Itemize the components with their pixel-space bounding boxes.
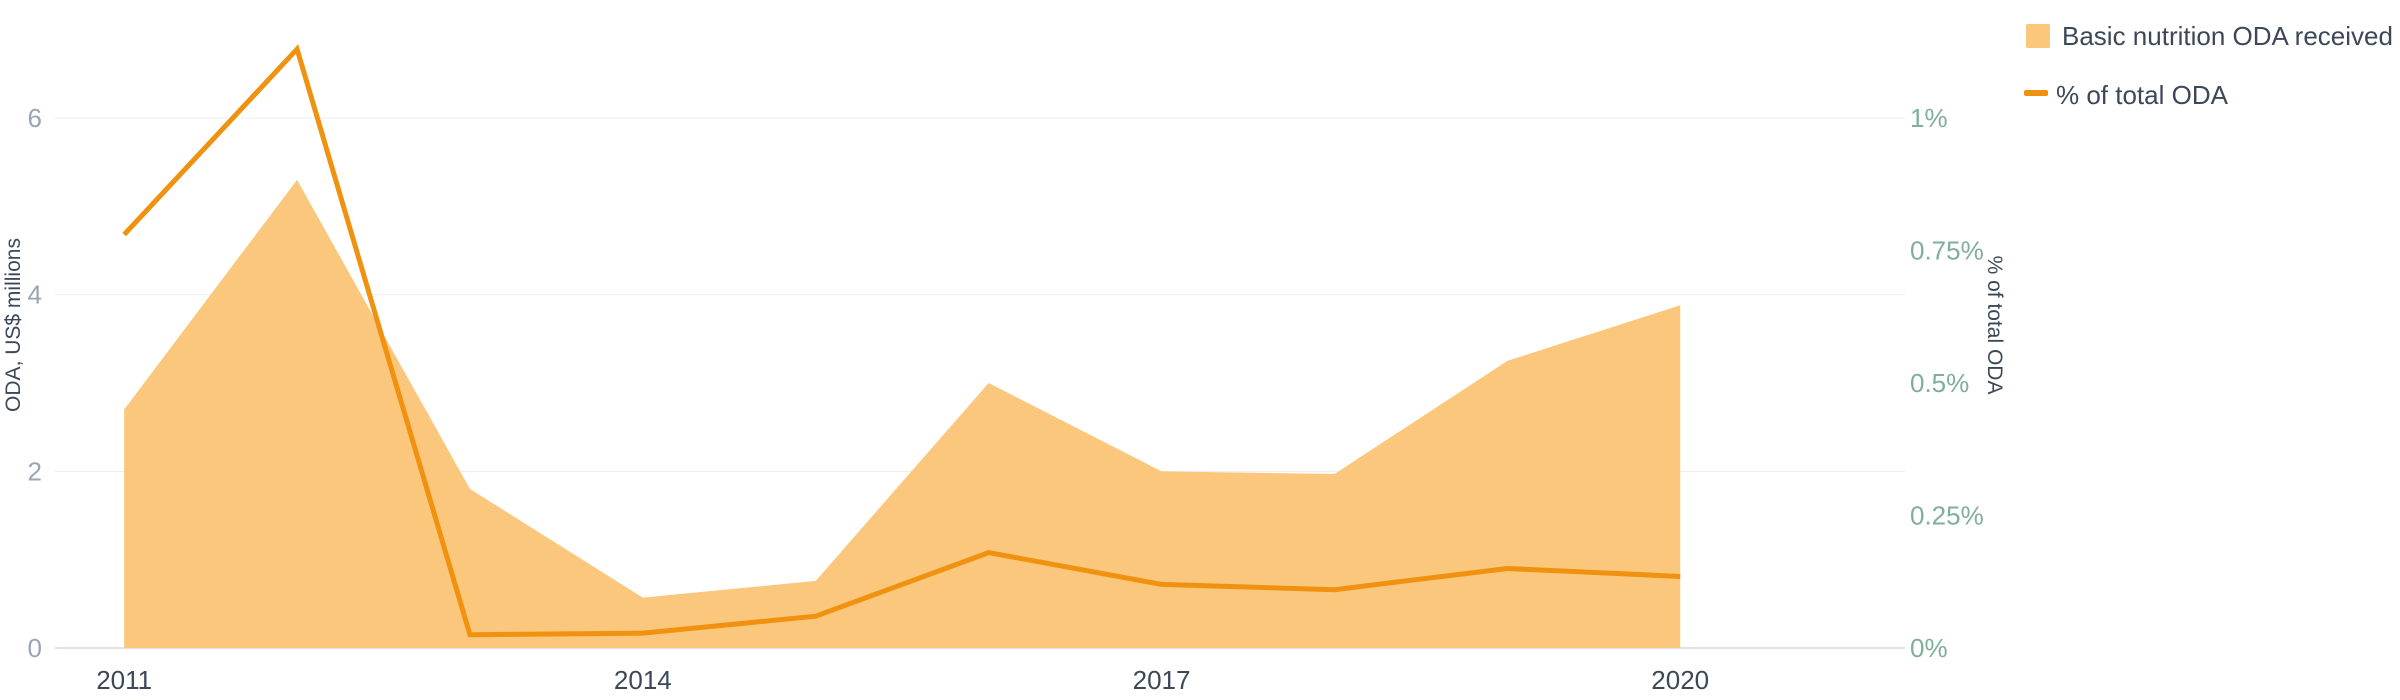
- area-series-basic-nutrition-oda[interactable]: [124, 179, 1681, 649]
- right-axis-ticks: 0% 0.25% 0.5% 0.75% 1%: [1910, 103, 1984, 663]
- legend[interactable]: Basic nutrition ODA received % of total …: [2024, 21, 2393, 110]
- x-tick-label: 2014: [614, 665, 672, 695]
- legend-label-line: % of total ODA: [2056, 80, 2229, 110]
- left-tick-label: 4: [28, 280, 42, 310]
- x-tick-label: 2020: [1651, 665, 1709, 695]
- area-series-group: [124, 179, 1681, 649]
- legend-item-line[interactable]: % of total ODA: [2024, 80, 2229, 110]
- right-tick-label: 0.75%: [1910, 236, 1984, 266]
- right-axis-title: % of total ODA: [1983, 256, 2006, 395]
- left-axis-title: ODA, US$ millions: [2, 238, 25, 412]
- legend-item-area[interactable]: Basic nutrition ODA received: [2026, 21, 2393, 51]
- left-tick-label: 2: [28, 456, 42, 486]
- legend-label-area: Basic nutrition ODA received: [2062, 21, 2393, 51]
- right-tick-label: 0%: [1910, 633, 1948, 663]
- x-tick-label: 2017: [1133, 665, 1191, 695]
- right-tick-label: 1%: [1910, 103, 1948, 133]
- left-axis-ticks: 0 2 4 6: [28, 103, 42, 663]
- left-tick-label: 0: [28, 633, 42, 663]
- x-axis-ticks: 2011 2014 2017 2020: [96, 665, 1709, 695]
- right-tick-label: 0.5%: [1910, 368, 1969, 398]
- left-tick-label: 6: [28, 103, 42, 133]
- line-series-group: [122, 44, 1681, 638]
- x-tick-label: 2011: [96, 665, 152, 695]
- line-series-pct-total-oda[interactable]: [122, 44, 1681, 638]
- legend-swatch-line: [2024, 90, 2048, 96]
- right-tick-label: 0.25%: [1910, 501, 1984, 531]
- legend-swatch-area: [2026, 24, 2050, 48]
